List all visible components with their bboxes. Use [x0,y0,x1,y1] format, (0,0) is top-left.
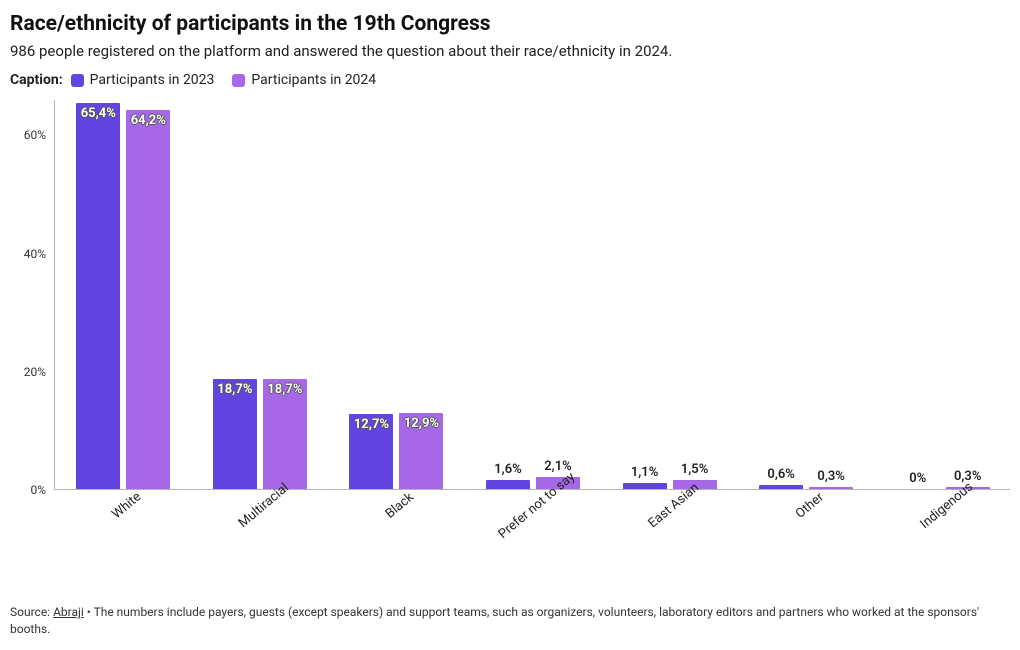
bar-group: 65,4% 64,2% [76,100,170,489]
legend-label-2023: Participants in 2023 [90,72,215,88]
y-tick: 60% [24,128,46,142]
bar: 0,3% [809,487,853,489]
bar-value-label: 1,1% [631,465,659,480]
source-prefix: Source: [10,605,53,619]
footer-note: Source: Abraji • The numbers include pay… [10,604,1010,639]
footer-note-text: • The numbers include payers, guests (ex… [10,605,979,636]
bar-group: 0,6% 0,3% [759,100,853,489]
bar: 1,1% [623,483,667,490]
bar-group: 1,1% 1,5% [623,100,717,489]
bar: 12,7% [349,414,393,489]
bar-value-label: 0% [909,471,926,486]
bar: 12,9% [399,413,443,489]
bar-group: 0%0,3% [896,100,990,489]
bar-value-label: 0,6% [767,467,795,482]
category-label: Black [383,490,417,522]
category-label: White [110,489,145,522]
bar-value-label: 18,7% [217,382,252,397]
bar-value-label: 64,2% [131,113,166,128]
legend-swatch-2024 [232,74,245,87]
page-title: Race/ethnicity of participants in the 19… [10,12,1010,36]
bar: 64,2% [126,110,170,489]
bar-value-label: 65,4% [81,106,116,121]
page-subtitle: 986 people registered on the platform an… [10,42,1010,60]
bar: 1,6% [486,480,530,489]
bar-value-label: 1,5% [681,462,709,477]
bar-value-label: 18,7% [267,382,302,397]
bar-group: 12,7% 12,9% [349,100,443,489]
bar: 18,7% [213,379,257,490]
category-label: Other [793,490,827,522]
x-axis-categories: WhiteMultiracialBlackPrefer not to sayEa… [54,490,1010,560]
legend-swatch-2023 [71,74,84,87]
chart: 0%20%40%60% 65,4%64,2%18,7%18,7%12,7%12,… [10,100,1010,560]
y-axis: 0%20%40%60% [10,100,50,490]
legend-caption-label: Caption: [10,72,63,88]
y-tick: 40% [24,247,46,261]
bar: 18,7% [263,379,307,490]
legend: Caption: Participants in 2023 Participan… [10,72,1010,88]
bar-value-label: 0,3% [817,469,845,484]
source-link[interactable]: Abraji [53,605,84,619]
plot-area: 65,4%64,2%18,7%18,7%12,7%12,9%1,6%2,1%1,… [54,100,1010,490]
bar-group: 18,7% 18,7% [213,100,307,489]
y-tick: 20% [24,365,46,379]
bar: 65,4% [76,103,120,489]
bar-value-label: 12,7% [354,417,389,432]
y-tick: 0% [30,483,46,497]
bar-group: 1,6%2,1% [486,100,580,489]
bar-value-label: 1,6% [494,462,522,477]
legend-label-2024: Participants in 2024 [251,72,376,88]
bar-value-label: 12,9% [404,416,439,431]
bar: 0,6% [759,485,803,489]
